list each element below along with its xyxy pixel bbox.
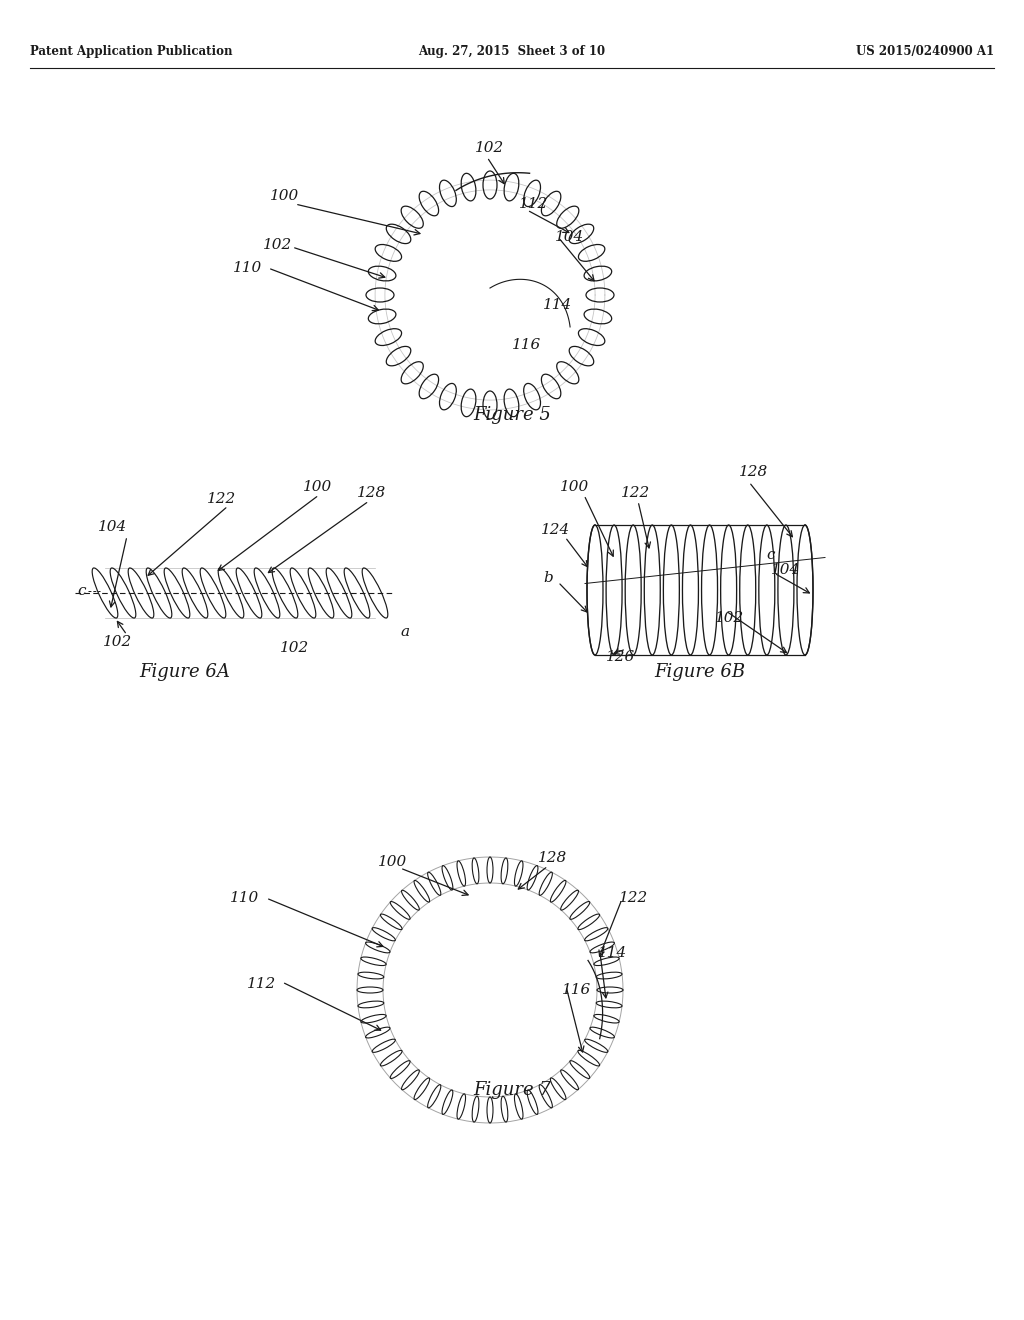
Text: 102: 102: [263, 238, 293, 252]
Text: 104: 104: [771, 564, 801, 577]
Text: Figure 6B: Figure 6B: [654, 663, 745, 681]
Text: 102: 102: [716, 611, 744, 624]
Text: 128: 128: [357, 486, 387, 500]
Text: 128: 128: [539, 851, 567, 865]
Text: Patent Application Publication: Patent Application Publication: [30, 45, 232, 58]
Text: 116: 116: [512, 338, 542, 352]
Text: c: c: [78, 583, 86, 598]
Text: 122: 122: [622, 486, 650, 500]
Text: 100: 100: [270, 189, 300, 203]
Text: 128: 128: [739, 465, 769, 479]
Text: 122: 122: [620, 891, 648, 906]
Text: 112: 112: [519, 197, 549, 211]
Text: c: c: [767, 548, 775, 562]
Text: Figure 5: Figure 5: [473, 407, 551, 424]
Text: 126: 126: [606, 649, 636, 664]
Text: 102: 102: [103, 635, 133, 649]
Text: US 2015/0240900 A1: US 2015/0240900 A1: [856, 45, 994, 58]
Text: b: b: [543, 572, 553, 585]
Text: 104: 104: [98, 520, 128, 535]
Text: 110: 110: [230, 891, 260, 906]
Text: 110: 110: [233, 261, 262, 275]
Text: 100: 100: [303, 480, 333, 494]
Text: 100: 100: [560, 480, 590, 494]
Text: 102: 102: [281, 642, 309, 655]
Text: 112: 112: [248, 977, 276, 991]
Text: 122: 122: [208, 492, 237, 506]
Text: 114: 114: [544, 298, 572, 312]
Text: Figure 6A: Figure 6A: [139, 663, 230, 681]
Text: Figure 7: Figure 7: [473, 1081, 551, 1100]
Text: 116: 116: [562, 983, 592, 997]
Text: Aug. 27, 2015  Sheet 3 of 10: Aug. 27, 2015 Sheet 3 of 10: [419, 45, 605, 58]
Text: 100: 100: [379, 855, 408, 869]
Text: 104: 104: [555, 230, 585, 244]
Text: 114: 114: [598, 946, 628, 960]
Text: 102: 102: [475, 141, 505, 154]
Text: 124: 124: [542, 523, 570, 537]
Text: a: a: [400, 624, 410, 639]
